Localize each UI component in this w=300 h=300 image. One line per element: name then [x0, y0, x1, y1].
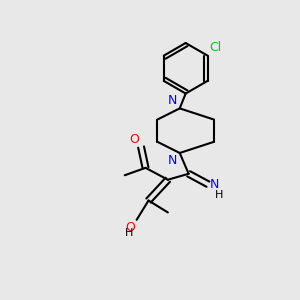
Text: O: O	[125, 221, 135, 234]
Text: H: H	[125, 228, 134, 238]
Text: H: H	[215, 190, 223, 200]
Text: O: O	[130, 133, 140, 146]
Text: N: N	[168, 94, 177, 107]
Text: N: N	[168, 154, 177, 167]
Text: Cl: Cl	[209, 41, 221, 54]
Text: N: N	[209, 178, 219, 191]
